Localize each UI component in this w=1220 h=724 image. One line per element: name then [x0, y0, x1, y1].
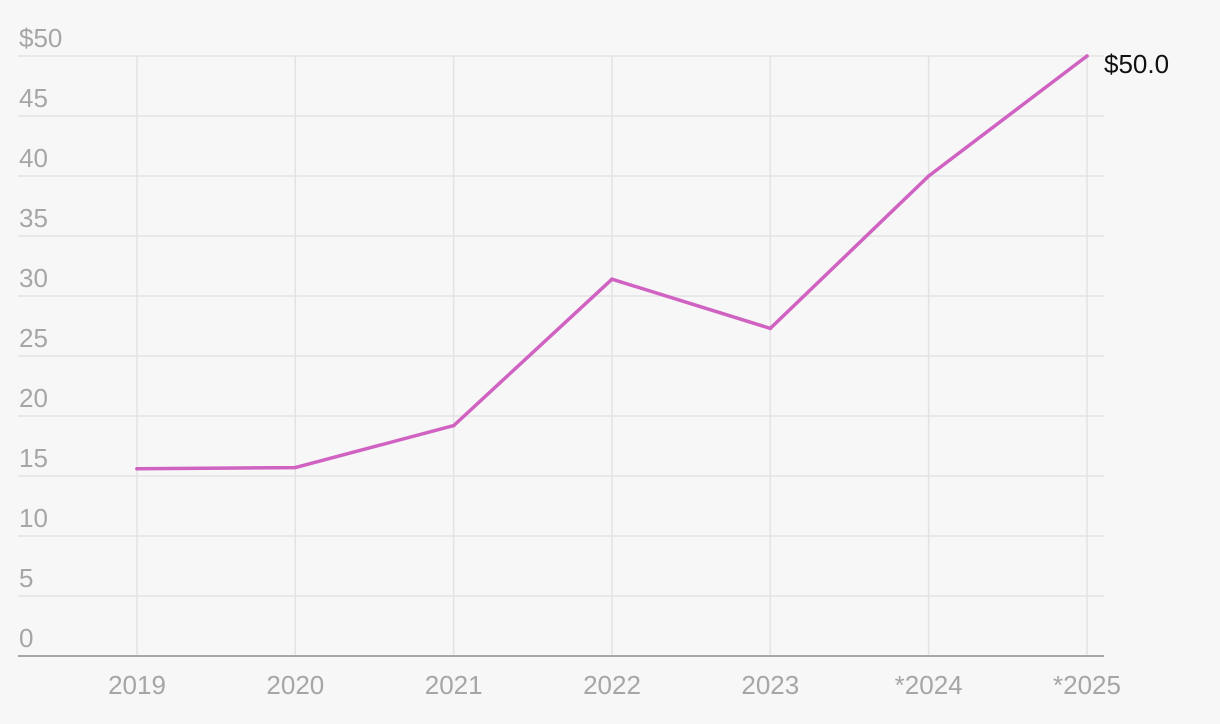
y-tick-label: 40	[19, 143, 48, 173]
y-axis-tick-labels: 0 5 10 15 20 25 30 35 40 45 $50	[19, 23, 62, 653]
data-point-2021	[451, 423, 456, 428]
y-tick-label: 45	[19, 83, 48, 113]
end-value-label: $50.0	[1104, 49, 1169, 79]
y-tick-label: 20	[19, 383, 48, 413]
data-point-*2025	[1085, 54, 1089, 58]
y-tick-label: 30	[19, 263, 48, 293]
data-point-2020	[293, 465, 298, 470]
data-point-2019	[135, 467, 139, 471]
y-tick-label: 25	[19, 323, 48, 353]
y-tick-label: 10	[19, 503, 48, 533]
x-tick-label: 2023	[741, 670, 799, 700]
x-tick-label: 2020	[266, 670, 324, 700]
annotations-layer: $50.0	[1104, 49, 1169, 79]
series-layer	[135, 54, 1089, 471]
horizontal-gridlines	[18, 55, 1104, 597]
y-tick-label: 15	[19, 443, 48, 473]
y-tick-label: 35	[19, 203, 48, 233]
y-tick-label: 0	[19, 623, 33, 653]
y-tick-label: 5	[19, 563, 33, 593]
x-axis-tick-labels: 2019 2020 2021 2022 2023 *2024 *2025	[108, 670, 1121, 700]
x-tick-label: 2019	[108, 670, 166, 700]
data-point-2022	[610, 277, 614, 282]
vertical-gridlines	[136, 56, 1088, 656]
data-point-2023	[768, 326, 773, 331]
x-tick-label: 2021	[425, 670, 483, 700]
y-tick-label: $50	[19, 23, 62, 53]
x-tick-label: *2024	[895, 670, 963, 700]
x-tick-label: *2025	[1053, 670, 1121, 700]
x-tick-label: 2022	[583, 670, 641, 700]
data-point-*2024	[926, 174, 931, 178]
